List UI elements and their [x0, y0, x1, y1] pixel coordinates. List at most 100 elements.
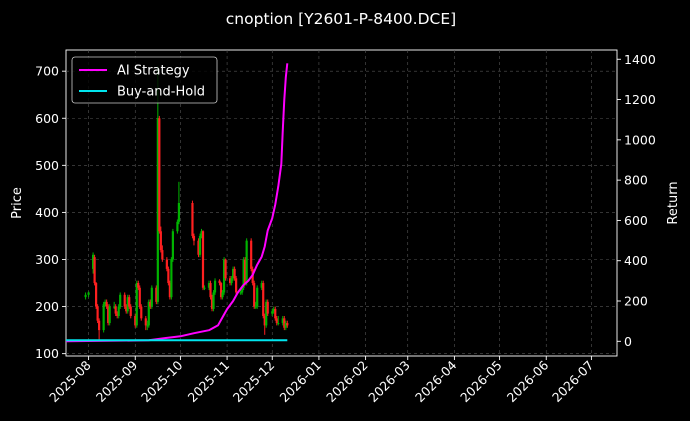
candle-body	[244, 259, 247, 284]
candle-body	[235, 278, 238, 293]
candle-body	[137, 283, 140, 288]
candle-body	[87, 292, 90, 295]
x-tick-label: 2026-07	[549, 358, 597, 406]
x-tick-label: 2025-11	[185, 358, 233, 406]
candle-body	[114, 306, 117, 314]
candle-body	[212, 292, 215, 309]
candle-body	[129, 306, 132, 316]
y-tick-label: 700	[35, 64, 59, 79]
candle-body	[123, 294, 126, 307]
candle-body	[177, 203, 181, 222]
y-tick-label: 400	[35, 205, 59, 220]
candle-body	[228, 278, 232, 284]
x-tick-label: 2025-12	[230, 358, 278, 406]
x-tick-label: 2026-01	[276, 358, 324, 406]
y2-tick-label: 1000	[624, 132, 656, 147]
legend: AI Strategy Buy-and-Hold	[71, 56, 218, 104]
x-tick-label: 2026-02	[323, 358, 371, 406]
candle-body	[104, 301, 107, 305]
candle-body	[219, 283, 223, 298]
candle-body	[272, 308, 275, 312]
y-tick-label: 300	[35, 252, 59, 267]
y2-tick-label: 0	[624, 334, 632, 349]
candle-body	[197, 240, 200, 255]
y-tick-label: 200	[35, 299, 59, 314]
y2-tick-label: 600	[624, 213, 648, 228]
y2-tick-label: 1400	[624, 52, 656, 67]
candle-body	[105, 301, 108, 307]
candle-body	[138, 287, 141, 307]
candle-body	[102, 304, 105, 331]
candle-body	[113, 306, 116, 308]
candle-body	[277, 323, 280, 325]
candle-body	[96, 306, 99, 321]
y-tick-label: 500	[35, 158, 59, 173]
x-tick-label: 2026-03	[365, 358, 413, 406]
candle-body	[230, 278, 233, 284]
candle-body	[168, 283, 171, 298]
candle-body	[149, 301, 152, 307]
candle-body	[242, 259, 245, 288]
candle-body	[117, 306, 120, 316]
candle-body	[167, 268, 170, 284]
legend-box	[71, 56, 218, 104]
candle-body	[281, 318, 284, 324]
candle-body	[266, 301, 269, 314]
candle-body	[284, 323, 287, 328]
candle-body	[222, 259, 226, 293]
candle-body	[253, 283, 256, 307]
candle-body	[256, 287, 259, 307]
candle-body	[176, 221, 179, 232]
candle-body	[209, 283, 212, 298]
legend-label-buy-and-hold: Buy-and-Hold	[117, 85, 205, 100]
x-tick-label: 2025-08	[46, 357, 94, 405]
x-tick-label: 2026-05	[457, 358, 505, 406]
candle-body	[147, 301, 150, 326]
candle-body	[119, 294, 122, 307]
candle-body	[232, 268, 235, 279]
candle-body	[198, 235, 202, 255]
candle-body	[125, 306, 128, 312]
candle-body	[224, 259, 227, 279]
candle-body	[207, 283, 211, 288]
x-tick-label: 2026-06	[504, 357, 552, 405]
candle-body	[201, 231, 205, 288]
y2-tick-label: 400	[624, 253, 648, 268]
candle-body	[146, 325, 149, 327]
candle-body	[150, 287, 153, 307]
candle-body	[210, 297, 214, 309]
candle-body	[213, 280, 217, 293]
candle-body	[126, 297, 129, 312]
candle-body	[171, 231, 174, 260]
ai-strategy-line	[65, 63, 289, 343]
legend-label-ai-strategy: AI Strategy	[117, 64, 190, 79]
candle-body	[98, 320, 101, 331]
y2-axis-title: Return	[666, 181, 681, 224]
x-tick-label: 2026-04	[412, 357, 460, 405]
chart-title: cnoption [Y2601-P-8400.DCE]	[226, 10, 456, 28]
candle-body	[203, 287, 206, 289]
candle-body	[254, 306, 257, 308]
candle-body	[233, 268, 236, 279]
candle-body	[218, 280, 221, 284]
candle-body	[161, 250, 164, 260]
candle-body	[140, 306, 143, 319]
candle-body	[116, 313, 119, 316]
candle-body	[241, 287, 244, 293]
candle-body	[134, 315, 137, 326]
candle-body	[250, 240, 253, 269]
y-tick-label: 100	[35, 346, 59, 361]
x-tick-label: 2025-09	[93, 357, 141, 405]
candle-body	[245, 240, 248, 284]
candle-body	[221, 292, 224, 298]
candle-body	[93, 257, 96, 284]
candle-body	[107, 306, 110, 324]
series-layer	[65, 63, 289, 343]
candle-body	[144, 318, 147, 326]
candle-body	[155, 287, 158, 302]
candle-body	[84, 294, 87, 298]
candle-body	[200, 231, 203, 236]
candle-body	[91, 254, 95, 269]
candle-body	[262, 283, 265, 316]
